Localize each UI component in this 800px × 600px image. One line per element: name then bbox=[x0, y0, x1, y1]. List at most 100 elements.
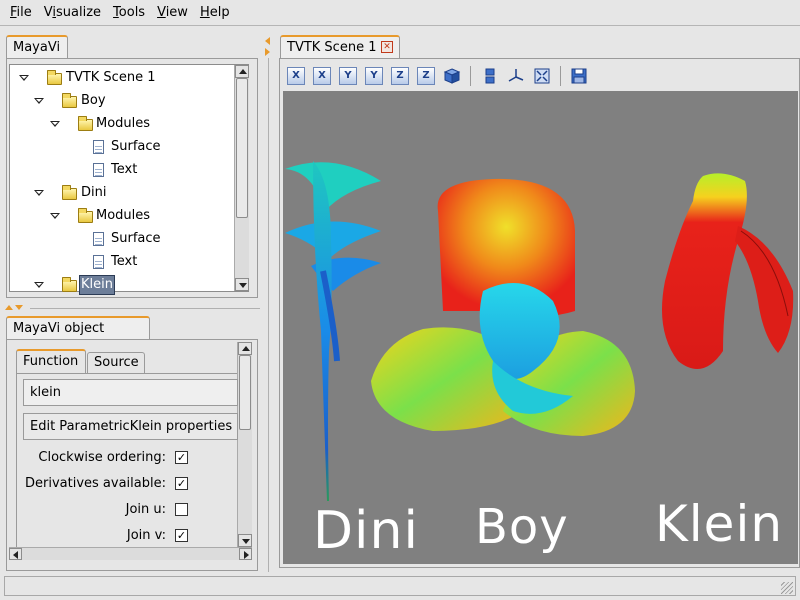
tab-object-editor[interactable]: MayaVi object editor bbox=[6, 316, 150, 358]
join-v-label: Join v: bbox=[126, 528, 166, 543]
tree-node-dini-surface[interactable]: Surface bbox=[10, 229, 235, 249]
boy-surface bbox=[371, 178, 635, 436]
vertical-splitter-handle[interactable] bbox=[265, 37, 270, 56]
dini-surface bbox=[285, 161, 381, 501]
tab-source-label: Source bbox=[94, 355, 139, 370]
tree-node-boy-modules[interactable]: Modules bbox=[10, 114, 235, 134]
tree-node-dini-modules[interactable]: Modules bbox=[10, 206, 235, 226]
tab-function[interactable]: Function bbox=[16, 349, 86, 373]
scroll-up-button[interactable] bbox=[235, 65, 249, 78]
save-icon bbox=[571, 68, 587, 84]
view-z-negative-button[interactable]: Z bbox=[417, 67, 435, 85]
tree-node-label: Text bbox=[111, 162, 138, 177]
splitter-handle[interactable] bbox=[5, 305, 23, 310]
menu-visualize-label-start: V bbox=[43, 4, 53, 20]
close-tab-icon[interactable]: ✕ bbox=[381, 41, 393, 53]
menu-file[interactable]: File bbox=[4, 0, 38, 26]
view-z-positive-button[interactable]: Z bbox=[391, 67, 409, 85]
join-v-checkbox[interactable]: ✓ bbox=[175, 529, 188, 542]
fullscreen-button[interactable] bbox=[533, 67, 551, 85]
view-y-negative-label: Y bbox=[370, 70, 378, 81]
edit-properties-button[interactable]: Edit ParametricKlein properties bbox=[23, 413, 238, 440]
status-bar bbox=[4, 576, 796, 596]
scroll-left-button[interactable] bbox=[9, 548, 22, 560]
menu-tools-label: ools bbox=[118, 4, 146, 20]
parallel-projection-icon bbox=[485, 68, 495, 84]
menu-view[interactable]: View bbox=[151, 0, 194, 26]
editor-scrollbar[interactable] bbox=[237, 342, 252, 547]
tab-scene[interactable]: TVTK Scene 1 ✕ bbox=[280, 35, 400, 59]
dini-label: Dini bbox=[313, 501, 419, 561]
collapse-arrow-icon[interactable] bbox=[50, 213, 60, 219]
function-select[interactable]: klein bbox=[23, 379, 238, 406]
scroll-up-button[interactable] bbox=[238, 342, 252, 355]
scroll-thumb[interactable] bbox=[239, 355, 251, 430]
collapse-arrow-icon[interactable] bbox=[50, 121, 60, 127]
menu-visualize-mnemonic: i bbox=[52, 4, 57, 20]
tree-node-boy-surface[interactable]: Surface bbox=[10, 137, 235, 157]
scroll-thumb[interactable] bbox=[236, 78, 248, 218]
cube-icon bbox=[443, 68, 461, 84]
view-z-positive-label: Z bbox=[396, 70, 404, 81]
view-x-positive-button[interactable]: X bbox=[287, 67, 305, 85]
edit-properties-label: Edit ParametricKlein properties bbox=[30, 419, 233, 434]
tree-node-dini-text[interactable]: Text bbox=[10, 252, 235, 272]
scene-graphics bbox=[285, 161, 794, 501]
isometric-view-button[interactable] bbox=[443, 67, 461, 85]
menu-help-label: elp bbox=[209, 4, 230, 20]
view-y-negative-button[interactable]: Y bbox=[365, 67, 383, 85]
pipeline-tree: TVTK Scene 1 Boy Modules Surface Text Di… bbox=[9, 64, 249, 295]
render-viewport[interactable]: Dini Boy Klein bbox=[283, 91, 798, 564]
tree-node-klein[interactable]: Klein bbox=[10, 275, 235, 295]
derivatives-available-checkbox[interactable]: ✓ bbox=[175, 477, 188, 490]
editor-horizontal-scrollbar[interactable] bbox=[9, 547, 252, 560]
tree-node-boy[interactable]: Boy bbox=[10, 91, 235, 111]
collapse-arrow-icon[interactable] bbox=[19, 75, 29, 81]
tree-node-label: TVTK Scene 1 bbox=[66, 70, 156, 85]
axes-toggle-button[interactable] bbox=[507, 67, 525, 85]
menu-view-mnemonic: V bbox=[157, 4, 166, 20]
folder-icon bbox=[62, 277, 77, 292]
folder-icon bbox=[47, 70, 62, 85]
join-u-label: Join u: bbox=[125, 502, 166, 517]
save-snapshot-button[interactable] bbox=[570, 67, 588, 85]
tree-node-dini[interactable]: Dini bbox=[10, 183, 235, 203]
view-x-negative-label: X bbox=[318, 70, 326, 81]
collapse-arrow-icon[interactable] bbox=[34, 98, 44, 104]
tree-node-label: Text bbox=[111, 254, 138, 269]
tree-node-label: Modules bbox=[96, 208, 151, 223]
view-x-negative-button[interactable]: X bbox=[313, 67, 331, 85]
tab-mayavi[interactable]: MayaVi bbox=[6, 35, 68, 59]
parallel-projection-button[interactable] bbox=[481, 67, 499, 85]
collapse-arrow-icon[interactable] bbox=[34, 190, 44, 196]
splitter-line bbox=[30, 308, 260, 309]
view-y-positive-button[interactable]: Y bbox=[339, 67, 357, 85]
folder-icon bbox=[78, 116, 93, 131]
axes-icon bbox=[508, 69, 524, 82]
toolbar-separator bbox=[560, 66, 561, 86]
view-x-positive-label: X bbox=[292, 70, 300, 81]
tree-node-label: Boy bbox=[81, 93, 106, 108]
resize-grip-icon[interactable] bbox=[781, 582, 793, 594]
menu-tools[interactable]: Tools bbox=[107, 0, 151, 26]
tree-node-scene[interactable]: TVTK Scene 1 bbox=[10, 68, 235, 88]
tree-node-boy-text[interactable]: Text bbox=[10, 160, 235, 180]
menu-help[interactable]: Help bbox=[194, 0, 236, 26]
tree-node-label: Dini bbox=[81, 185, 107, 200]
collapse-arrow-icon[interactable] bbox=[34, 282, 44, 288]
scroll-down-button[interactable] bbox=[235, 278, 249, 291]
tab-source[interactable]: Source bbox=[87, 352, 145, 373]
tree-node-label: Klein bbox=[79, 275, 115, 295]
clockwise-ordering-checkbox[interactable]: ✓ bbox=[175, 451, 188, 464]
menu-view-label: iew bbox=[165, 4, 188, 20]
tab-mayavi-label: MayaVi bbox=[13, 40, 61, 55]
tree-scrollbar[interactable] bbox=[234, 65, 249, 291]
scroll-down-button[interactable] bbox=[238, 534, 252, 547]
join-u-checkbox[interactable] bbox=[175, 503, 188, 516]
splitter-left-icon bbox=[265, 37, 270, 45]
scroll-right-button[interactable] bbox=[239, 548, 252, 560]
folder-icon bbox=[78, 208, 93, 223]
menu-visualize[interactable]: Visualize bbox=[38, 0, 107, 26]
tree-node-label: Surface bbox=[111, 231, 161, 246]
document-icon bbox=[93, 163, 104, 177]
